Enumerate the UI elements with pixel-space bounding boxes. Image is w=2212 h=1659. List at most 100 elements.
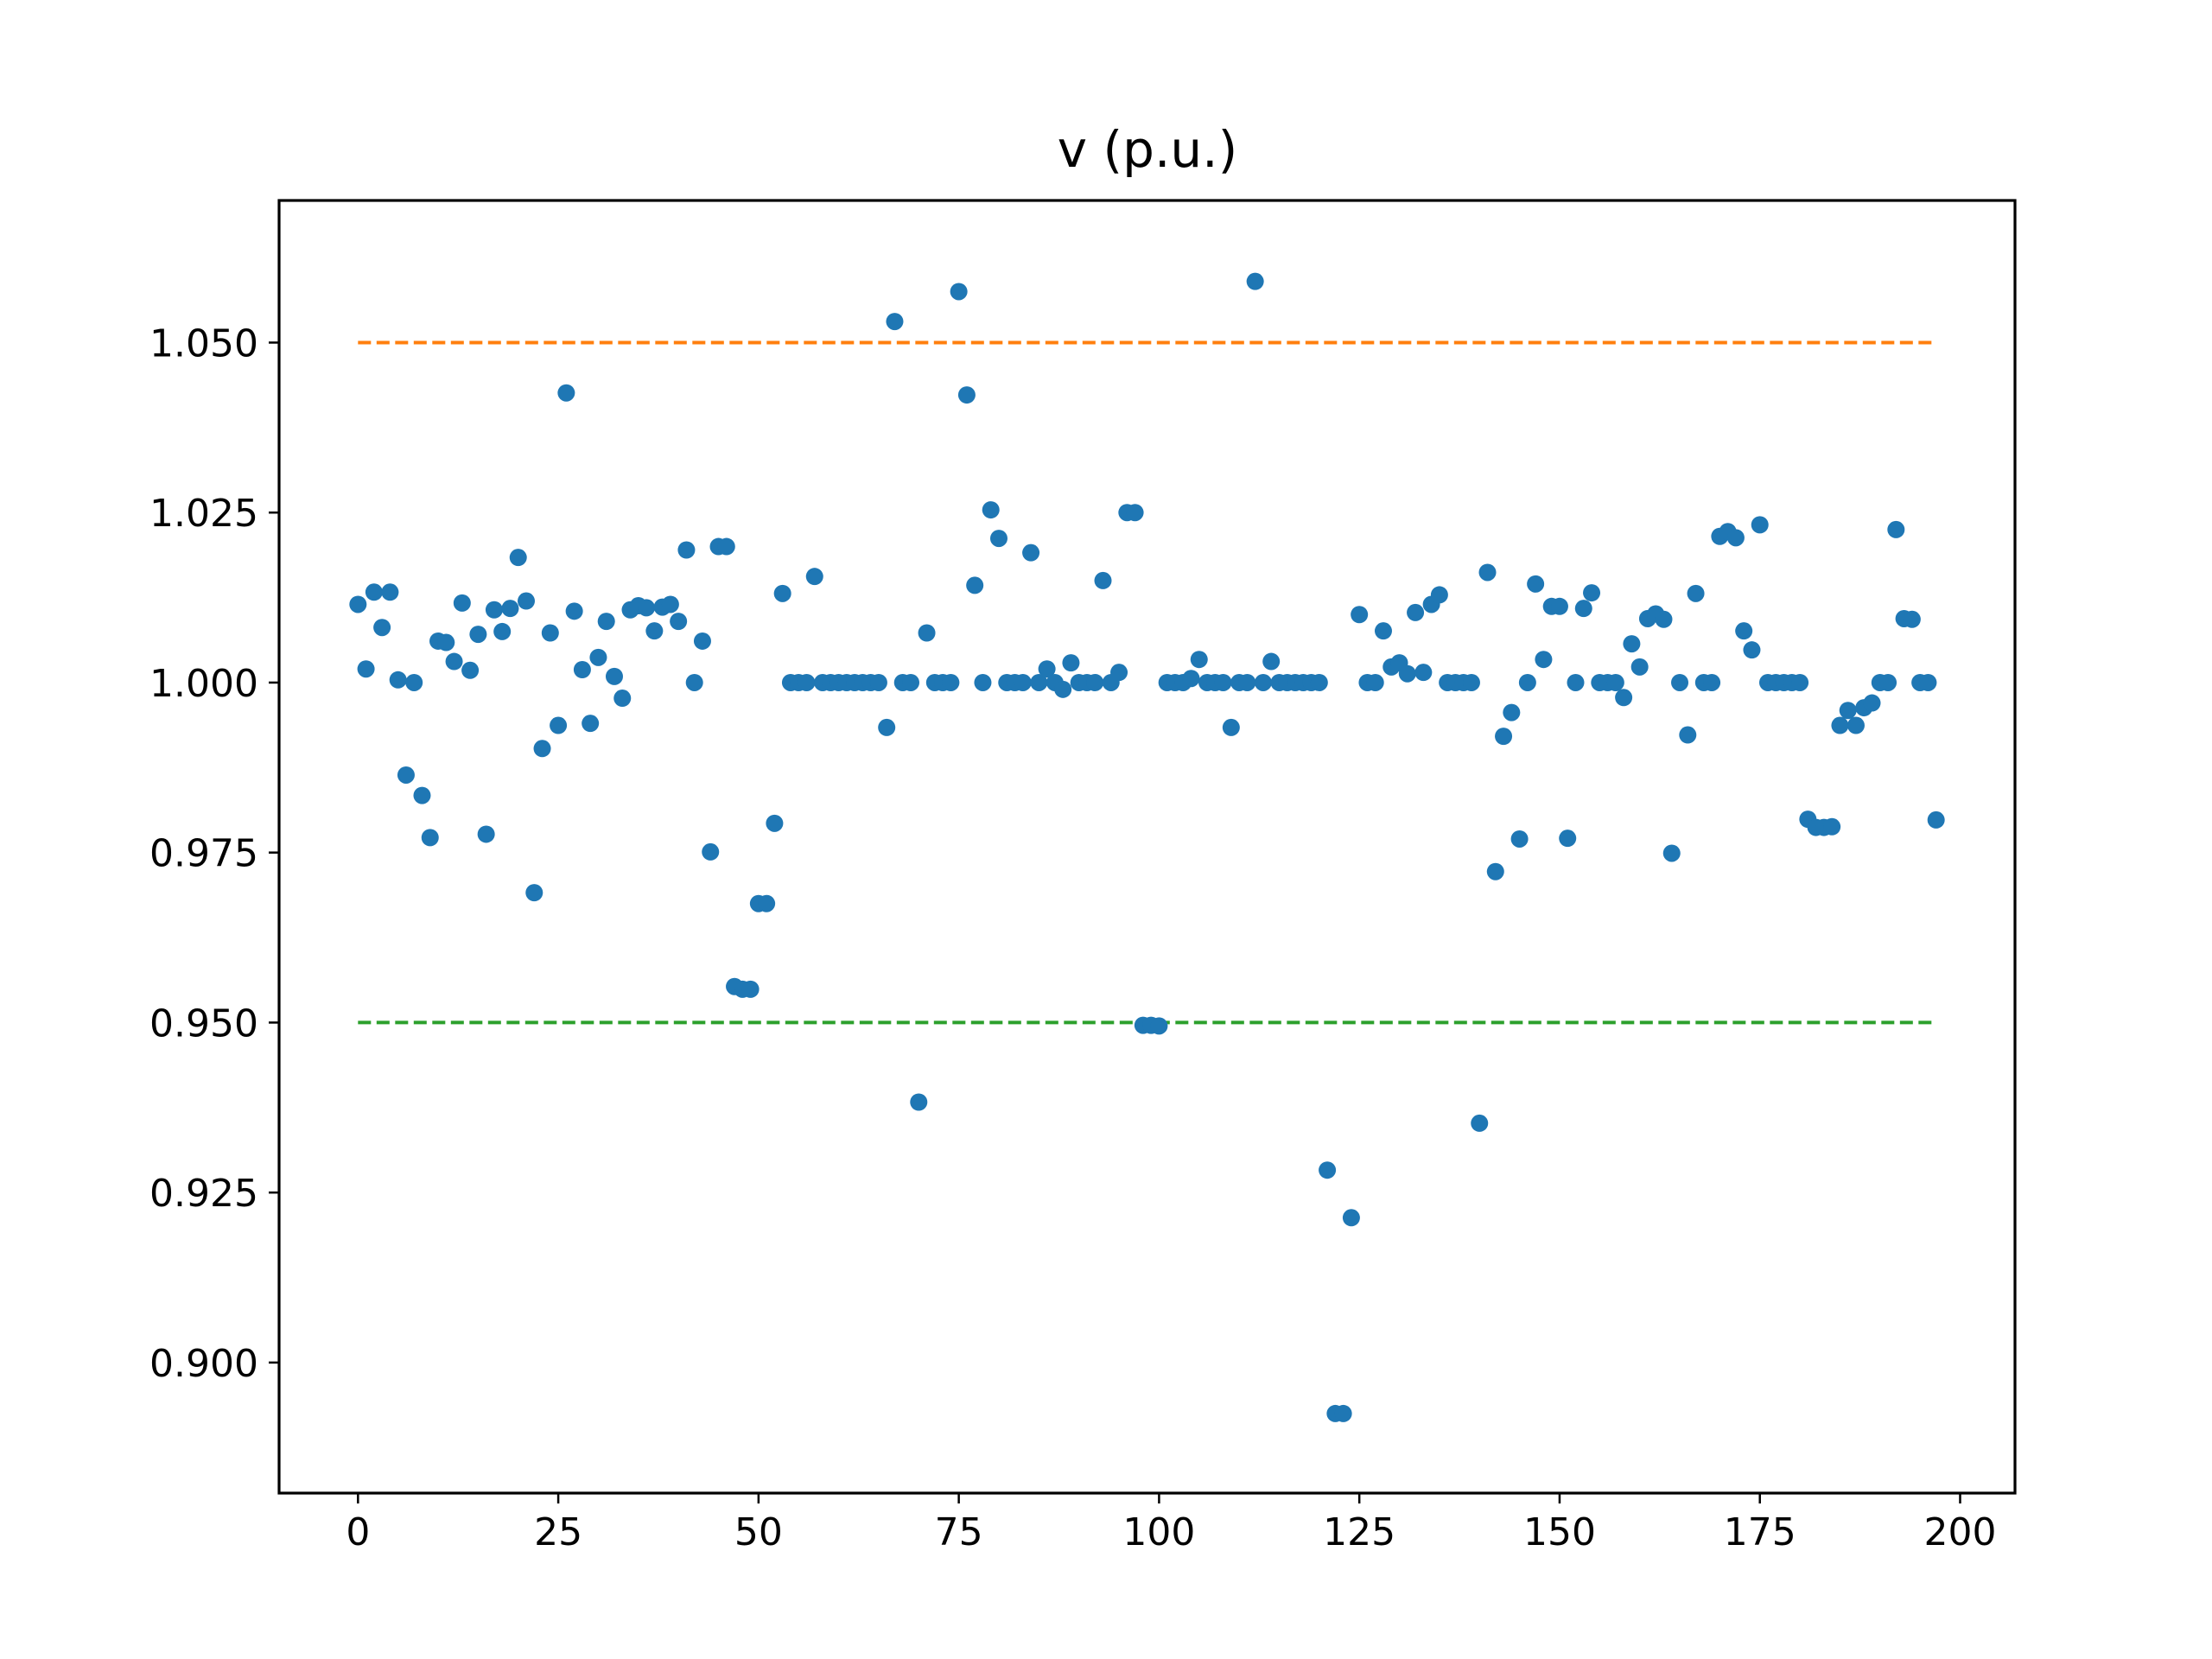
data-point: [461, 661, 480, 679]
data-point: [1662, 844, 1681, 862]
data-point: [541, 624, 559, 642]
data-point: [886, 313, 904, 331]
data-point: [1110, 664, 1128, 682]
data-point: [702, 842, 720, 861]
data-point: [1014, 673, 1032, 691]
data-point: [597, 613, 615, 631]
data-point: [518, 592, 536, 610]
data-point: [645, 622, 664, 640]
data-point: [1503, 703, 1521, 721]
data-point: [798, 673, 816, 691]
data-point: [1919, 673, 1937, 691]
data-point: [989, 530, 1007, 548]
x-tick-label: 75: [935, 1510, 983, 1554]
data-point: [550, 716, 568, 734]
data-point: [1655, 610, 1673, 628]
x-tick-label: 100: [1122, 1510, 1195, 1554]
data-point: [1246, 272, 1264, 290]
data-point: [1407, 603, 1425, 621]
data-point: [1839, 702, 1857, 720]
data-point: [1687, 584, 1705, 602]
data-point: [365, 583, 383, 601]
data-point: [1495, 728, 1513, 746]
data-point: [565, 602, 583, 620]
data-point: [918, 624, 936, 642]
data-point: [373, 619, 391, 637]
data-point: [1398, 664, 1416, 683]
y-tick-label: 0.950: [149, 1001, 258, 1046]
data-point: [1847, 716, 1865, 734]
data-point: [349, 595, 367, 613]
x-tick-label: 175: [1724, 1510, 1796, 1554]
data-point: [805, 568, 823, 586]
data-point: [1823, 817, 1841, 836]
data-point: [453, 594, 471, 612]
data-point: [1214, 673, 1232, 691]
data-point: [773, 584, 791, 602]
data-point: [1366, 673, 1384, 691]
data-point: [477, 825, 495, 843]
data-point: [1054, 680, 1072, 698]
data-point: [1863, 694, 1881, 712]
data-point: [1887, 520, 1905, 538]
data-point: [1310, 673, 1328, 691]
data-point: [1478, 563, 1497, 582]
data-point: [661, 595, 679, 613]
data-point: [493, 622, 512, 640]
data-point: [1030, 673, 1048, 691]
data-point: [1630, 658, 1649, 676]
data-point: [613, 690, 632, 708]
data-point: [357, 660, 375, 678]
data-point: [413, 786, 431, 804]
data-point: [1262, 652, 1281, 671]
data-point: [1606, 673, 1624, 691]
x-axis: 0 25 50 75 100 125 150 175 200: [346, 1493, 1996, 1554]
data-point: [670, 613, 688, 631]
data-point: [1126, 504, 1144, 522]
data-point: [1430, 586, 1448, 604]
data-point: [1518, 673, 1536, 691]
data-point: [1583, 584, 1601, 602]
x-tick-label: 0: [346, 1510, 370, 1554]
x-tick-label: 25: [534, 1510, 582, 1554]
data-point: [1022, 543, 1040, 562]
plot-area: [349, 272, 1945, 1422]
data-point: [1471, 1114, 1489, 1132]
data-point: [910, 1093, 928, 1111]
data-point: [1038, 660, 1056, 678]
data-point: [1462, 673, 1480, 691]
x-tick-label: 125: [1323, 1510, 1395, 1554]
data-point: [405, 673, 423, 691]
y-tick-label: 0.900: [149, 1342, 258, 1386]
data-point: [421, 829, 439, 847]
y-tick-label: 1.000: [149, 662, 258, 706]
y-tick-label: 1.025: [149, 492, 258, 536]
data-point: [582, 715, 600, 733]
data-point: [1334, 1404, 1352, 1422]
data-point: [677, 541, 696, 559]
data-point: [638, 599, 656, 617]
data-point: [389, 671, 407, 689]
data-point: [957, 386, 976, 404]
data-point: [437, 633, 455, 652]
axes-frame: [277, 199, 2017, 1495]
data-point: [1527, 575, 1545, 593]
data-point: [902, 673, 920, 691]
data-point: [381, 583, 399, 601]
data-point: [509, 549, 527, 567]
data-point: [573, 660, 591, 678]
y-tick-label: 0.975: [149, 832, 258, 876]
data-point: [1703, 673, 1721, 691]
data-point: [1623, 635, 1641, 653]
y-tick-label: 1.050: [149, 321, 258, 365]
data-point: [1414, 664, 1433, 682]
data-point: [693, 632, 711, 650]
data-point: [1510, 830, 1529, 848]
data-point: [982, 501, 1000, 519]
data-point: [1567, 673, 1585, 691]
data-point: [1062, 654, 1080, 672]
x-tick-label: 150: [1523, 1510, 1596, 1554]
data-point: [1238, 673, 1256, 691]
